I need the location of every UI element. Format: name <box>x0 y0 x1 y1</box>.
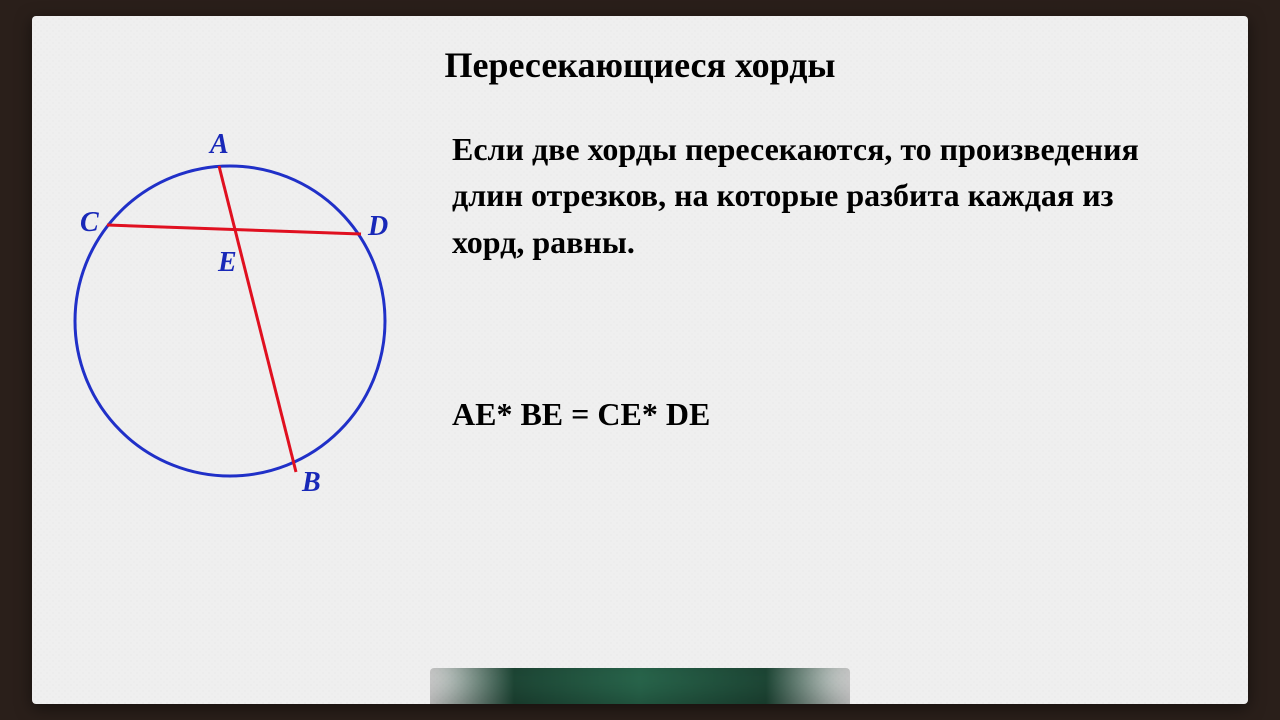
theorem-formula: AE* BE = CE* DE <box>452 396 1192 433</box>
label-c: C <box>80 207 99 238</box>
slide-container: Пересекающиеся хорды Если две хорды пере… <box>32 16 1248 704</box>
chords-diagram: A B C D E <box>62 111 402 491</box>
outer-frame: Пересекающиеся хорды Если две хорды пере… <box>0 0 1280 720</box>
label-b: B <box>301 467 321 491</box>
chord-ab <box>219 166 296 472</box>
theorem-statement: Если две хорды пересекаются, то произвед… <box>452 126 1192 265</box>
label-d: D <box>367 211 388 242</box>
slide-title: Пересекающиеся хорды <box>32 44 1248 86</box>
label-e: E <box>217 247 237 278</box>
label-a: A <box>208 129 229 160</box>
bottom-accent-bar <box>430 668 850 704</box>
